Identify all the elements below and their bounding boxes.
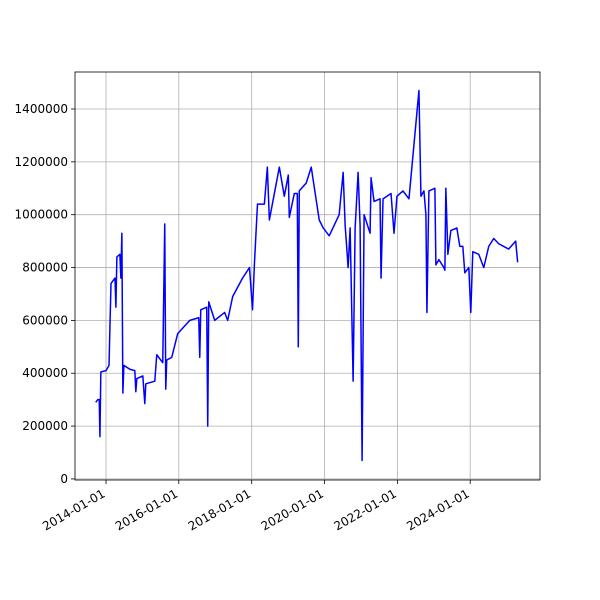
plot-frame: [74, 71, 541, 481]
x-tick-label: 2020-01-01: [259, 486, 326, 533]
y-tick-label: 0: [60, 472, 68, 486]
y-tick-label: 1000000: [15, 208, 68, 222]
data-line: [95, 89, 519, 462]
y-tick-label: 200000: [22, 419, 68, 433]
plot: [95, 89, 519, 462]
x-tick-label: 2016-01-01: [113, 486, 180, 533]
y-tick-label: 600000: [22, 313, 68, 327]
y-tick-label: 1200000: [15, 155, 68, 169]
y-tick-label: 1400000: [15, 102, 68, 116]
y-tick-label: 400000: [22, 366, 68, 380]
x-tick-label: 2018-01-01: [186, 486, 253, 533]
grid: [75, 72, 540, 480]
y-tick-label: 800000: [22, 261, 68, 275]
x-tick-label: 2022-01-01: [331, 486, 398, 533]
ticks: 0 200000 400000 600000 800000 1000000 1200000 1…: [15, 102, 472, 533]
x-tick-label: 2024-01-01: [404, 486, 471, 533]
x-tick-label: 2014-01-01: [40, 486, 107, 533]
